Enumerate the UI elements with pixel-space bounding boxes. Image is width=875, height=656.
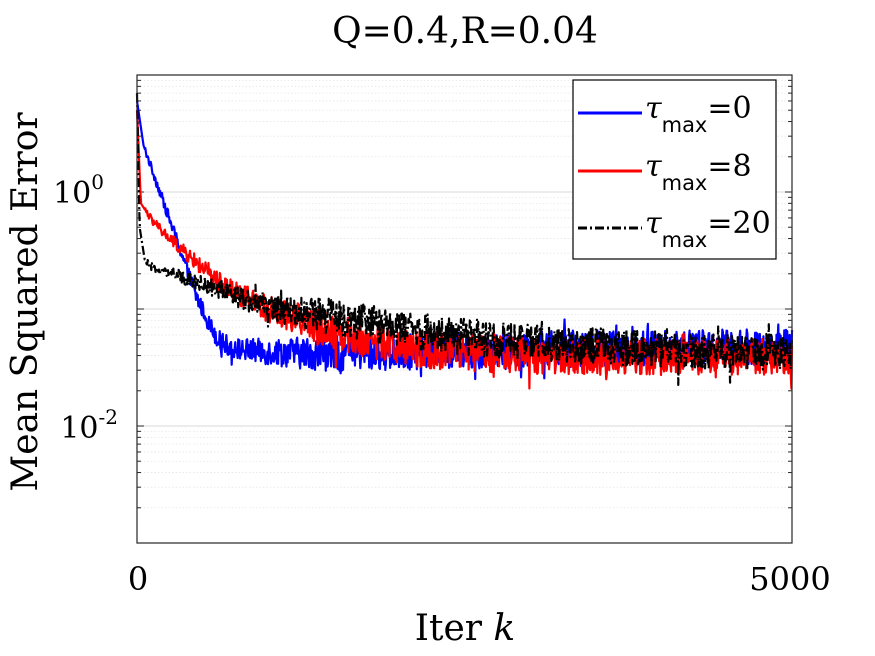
chart-title: Q=0.4,R=0.04	[332, 11, 598, 52]
x-tick-label-5000: 5000	[749, 560, 830, 598]
y-tick-label-0.01: 10-2	[60, 405, 118, 446]
plot-border	[136, 74, 793, 544]
y-tick-label-1: 100	[53, 170, 104, 211]
legend-label-tau-max-0: τmax=0	[645, 91, 752, 137]
y-axis-label: Mean Squared Error	[5, 112, 46, 492]
series-layer	[135, 93, 794, 390]
legend-item-tau-max-0: τmax=0	[578, 91, 752, 137]
x-tick-label-0: 0	[128, 560, 148, 598]
legend: τmax=0 τmax=8 τmax=20	[572, 79, 777, 260]
series-line--max-20	[135, 93, 794, 387]
series-line--max-8	[135, 110, 794, 390]
legend-item-tau-max-20: τmax=20	[578, 206, 771, 252]
legend-item-tau-max-8: τmax=8	[578, 149, 752, 195]
legend-label-tau-max-20: τmax=20	[645, 206, 771, 252]
grid-lines	[137, 79, 792, 544]
x-axis-label: Iter k	[415, 608, 515, 649]
legend-label-tau-max-8: τmax=8	[645, 149, 752, 195]
